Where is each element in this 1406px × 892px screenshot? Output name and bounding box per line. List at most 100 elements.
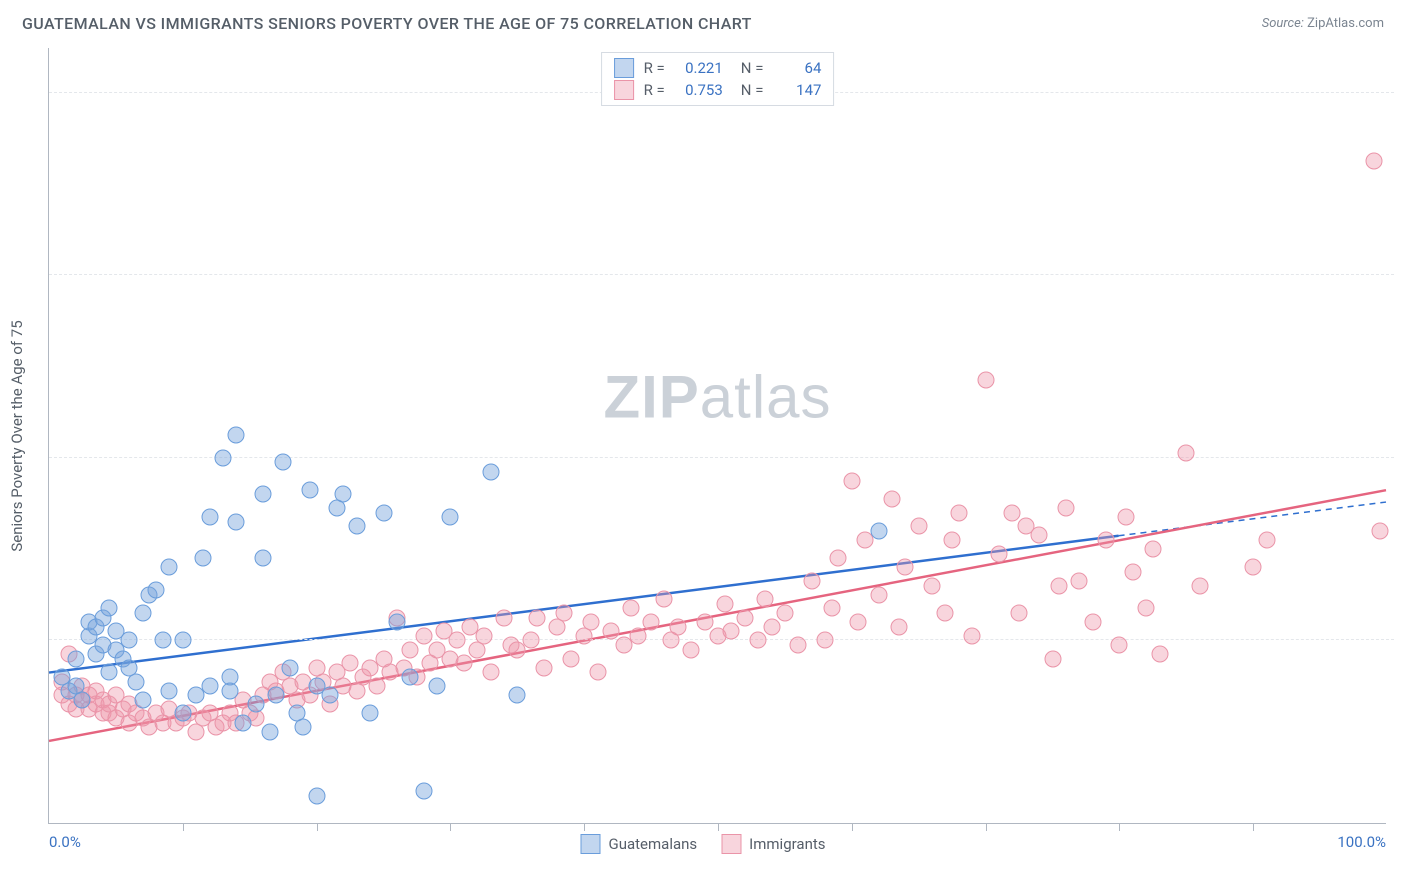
legend-stat-row: R =0.753N =147	[614, 79, 822, 101]
scatter-point-a	[161, 682, 178, 699]
scatter-point-b	[1057, 500, 1074, 517]
scatter-point-a	[148, 582, 165, 599]
legend-swatch	[614, 58, 634, 78]
scatter-point-b	[522, 632, 539, 649]
scatter-point-a	[348, 518, 365, 535]
scatter-point-b	[556, 605, 573, 622]
scatter-point-a	[362, 705, 379, 722]
legend-r-label: R =	[644, 81, 665, 99]
x-axis-label-min: 0.0%	[49, 833, 81, 851]
scatter-point-b	[1011, 605, 1028, 622]
scatter-point-b	[1044, 650, 1061, 667]
legend-n-value: 64	[773, 59, 821, 77]
source-value: ZipAtlas.com	[1307, 16, 1384, 31]
scatter-point-b	[1365, 153, 1382, 170]
x-tick	[317, 823, 318, 831]
legend-r-label: R =	[644, 59, 665, 77]
scatter-point-b	[850, 614, 867, 631]
x-tick	[1119, 823, 1120, 831]
scatter-point-b	[1051, 577, 1068, 594]
x-tick	[852, 823, 853, 831]
scatter-point-b	[716, 595, 733, 612]
x-tick	[986, 823, 987, 831]
scatter-point-a	[74, 691, 91, 708]
x-tick	[584, 823, 585, 831]
scatter-point-a	[228, 427, 245, 444]
scatter-point-b	[449, 632, 466, 649]
scatter-point-b	[495, 609, 512, 626]
y-tick-label: 20.0%	[1402, 631, 1406, 649]
scatter-point-b	[910, 518, 927, 535]
scatter-point-b	[1084, 614, 1101, 631]
scatter-point-a	[235, 714, 252, 731]
scatter-point-a	[321, 687, 338, 704]
scatter-point-b	[897, 559, 914, 576]
scatter-point-b	[1138, 600, 1155, 617]
scatter-point-a	[335, 486, 352, 503]
scatter-point-a	[154, 632, 171, 649]
legend-n-label: N =	[733, 59, 764, 77]
legend-swatch	[614, 80, 634, 100]
scatter-point-b	[964, 627, 981, 644]
scatter-point-a	[482, 463, 499, 480]
scatter-point-a	[134, 691, 151, 708]
scatter-point-a	[214, 449, 231, 466]
scatter-point-b	[1004, 504, 1021, 521]
legend-swatch	[721, 834, 741, 854]
y-tick-label: 80.0%	[1402, 84, 1406, 102]
scatter-point-a	[174, 632, 191, 649]
scatter-point-a	[67, 650, 84, 667]
gridline-h	[49, 274, 1394, 275]
legend-series-item: Guatemalans	[581, 834, 698, 854]
scatter-point-b	[455, 655, 472, 672]
chart-title: GUATEMALAN VS IMMIGRANTS SENIORS POVERTY…	[22, 14, 752, 33]
scatter-point-a	[255, 550, 272, 567]
chart-plot-area: Seniors Poverty Over the Age of 75 ZIPat…	[48, 48, 1386, 824]
scatter-point-a	[121, 632, 138, 649]
scatter-point-b	[415, 627, 432, 644]
watermark-strong: ZIP	[603, 363, 699, 430]
scatter-point-b	[589, 664, 606, 681]
scatter-point-b	[924, 577, 941, 594]
scatter-point-b	[723, 623, 740, 640]
scatter-point-b	[843, 472, 860, 489]
scatter-point-a	[261, 723, 278, 740]
scatter-point-b	[643, 614, 660, 631]
scatter-point-b	[1144, 541, 1161, 558]
scatter-point-b	[1258, 532, 1275, 549]
scatter-point-a	[402, 668, 419, 685]
scatter-point-a	[301, 481, 318, 498]
legend-n-value: 147	[773, 81, 821, 99]
legend-series-item: Immigrants	[721, 834, 825, 854]
scatter-point-a	[281, 659, 298, 676]
scatter-point-a	[101, 664, 118, 681]
scatter-point-b	[475, 627, 492, 644]
scatter-point-b	[950, 504, 967, 521]
scatter-point-b	[629, 627, 646, 644]
x-tick	[1253, 823, 1254, 831]
scatter-point-a	[161, 559, 178, 576]
scatter-point-b	[696, 614, 713, 631]
scatter-point-a	[194, 550, 211, 567]
source-label: Source:	[1262, 16, 1304, 31]
scatter-point-a	[308, 787, 325, 804]
scatter-point-b	[823, 600, 840, 617]
scatter-point-b	[623, 600, 640, 617]
scatter-point-b	[1178, 445, 1195, 462]
scatter-point-a	[375, 504, 392, 521]
scatter-point-a	[442, 509, 459, 526]
scatter-point-b	[402, 641, 419, 658]
scatter-point-a	[201, 678, 218, 695]
scatter-point-b	[683, 641, 700, 658]
scatter-point-b	[990, 545, 1007, 562]
scatter-point-b	[1098, 532, 1115, 549]
scatter-point-a	[275, 454, 292, 471]
scatter-point-b	[830, 550, 847, 567]
scatter-point-a	[268, 687, 285, 704]
scatter-point-a	[228, 513, 245, 530]
x-axis-label-max: 100.0%	[1337, 833, 1386, 851]
scatter-point-b	[736, 609, 753, 626]
trend-line	[1119, 502, 1386, 536]
scatter-point-b	[342, 655, 359, 672]
legend-series-label: Guatemalans	[609, 835, 698, 853]
